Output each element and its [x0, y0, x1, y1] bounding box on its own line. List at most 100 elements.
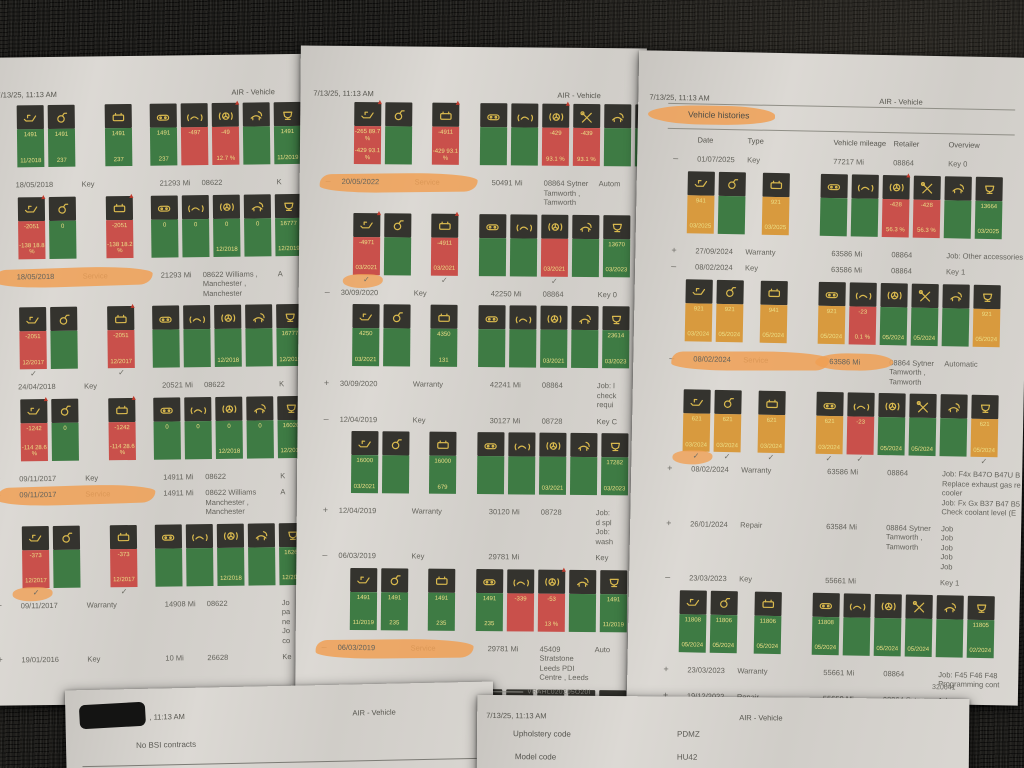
brake-front-icon	[185, 523, 214, 548]
indicator-value: -23	[846, 416, 875, 455]
indicator-tile	[850, 173, 879, 247]
check-mark	[478, 367, 505, 377]
check-mark	[941, 346, 968, 357]
indicator-tile: -53 13 % ▲	[537, 566, 567, 641]
brake-front-icon	[507, 568, 535, 594]
check-mark	[687, 233, 714, 244]
history-row: –06/03/2019 Key 29781 Mi Key	[296, 550, 642, 563]
check-mark	[877, 455, 904, 466]
indicator-tile	[568, 569, 597, 641]
indicator-value: 12/2018	[214, 328, 242, 367]
brake-rear-icon	[874, 593, 902, 618]
battery-icon	[760, 280, 788, 305]
indicator-tile: 03/2021 ✓	[540, 214, 569, 286]
check-mark	[476, 631, 503, 641]
indicator-tile: -2051 -138 18.8 % ▲	[17, 194, 47, 269]
indicator-tile	[842, 592, 871, 666]
indicator-tile	[154, 523, 183, 596]
vehicle-check-icon	[820, 173, 848, 198]
history-type: Key	[745, 263, 759, 273]
check-mark	[509, 367, 536, 377]
vehicle-check-icon	[812, 592, 840, 617]
check-mark	[351, 493, 378, 503]
check-mark	[51, 369, 78, 379]
indicator-value: 0	[182, 218, 210, 257]
history-mileage: 30120 Mi	[488, 507, 520, 517]
page-datetime: 7/13/25, 11:13 AM	[313, 88, 374, 99]
check-mark	[600, 632, 627, 642]
oil-can-icon	[52, 525, 81, 550]
indicator-tile: 16020 12/2019	[277, 395, 305, 467]
brake-rear-icon	[542, 103, 570, 128]
battery-icon	[108, 397, 136, 422]
alert-triangle-icon: ▲	[375, 209, 383, 217]
row-sign: –	[671, 260, 677, 272]
indicator-value	[478, 329, 506, 368]
indicator-tile: 1491 237	[104, 103, 133, 176]
indicator-value	[509, 237, 538, 277]
history-mileage: 63586 Mi	[830, 265, 863, 275]
indicator-tile: 12/2018	[214, 304, 242, 377]
check-mark	[150, 165, 177, 175]
indicator-tile-strip: -4971 03/2021 ▲ ✓ -4911 03/2021 ▲ ✓ 03/2021 ✓ 1…	[299, 209, 646, 287]
alert-triangle-icon: ▲	[904, 171, 912, 180]
brake-front-icon	[510, 213, 538, 239]
tile-group: 0 0 0 12/2018 0 16777 12/2019	[150, 193, 303, 267]
indicator-tile	[476, 432, 505, 504]
oil-can-icon	[710, 590, 738, 615]
indicator-value: -1242 -114 28.6 %	[20, 422, 48, 461]
field-label: Model code	[514, 752, 557, 762]
report-page-bottom-right: 7/13/25, 11:13 AM AIR - Vehicle Upholste…	[476, 694, 970, 768]
row-sign: +	[666, 517, 672, 528]
tile-group: 03/2021 23614 03/2023	[478, 305, 630, 378]
indicator-tile	[242, 102, 271, 174]
indicator-value: 1491 235	[380, 591, 409, 630]
history-retailer: 45409 Stratstone Leeds PDI Centre , Leed…	[539, 644, 589, 683]
indicator-tile	[819, 173, 848, 246]
indicator-tile: -439 93.1 %	[572, 103, 601, 176]
vehicle-check-icon	[149, 103, 177, 128]
brake-rear-icon	[540, 305, 568, 330]
indicator-tile-strip: 621 03/2024 ✓ 621 03/2024 ✓ 621 03/2024 ✓ 621 03/2…	[631, 388, 1023, 467]
tile-group: 16000 679	[428, 431, 457, 504]
brake-front-icon	[851, 173, 879, 199]
oil-lamp-icon	[19, 307, 47, 332]
indicator-tile: 05/2024	[873, 593, 902, 666]
history-row: – 01/07/2025 Key 77217 Mi 08864 Key 0	[637, 153, 1024, 170]
check-mark	[384, 275, 411, 285]
col-overview: Overview	[948, 140, 980, 150]
check-mark	[182, 257, 209, 267]
indicator-tile: 0	[150, 194, 179, 267]
oil-lamp-icon	[351, 430, 379, 456]
indicator-tile: 16000 03/2021	[350, 430, 379, 503]
tile-group: -2051 12/2017 ▲ ✓	[107, 303, 136, 378]
tile-group: -4911 03/2021 ▲ ✓	[430, 210, 460, 285]
indicator-value	[941, 307, 970, 347]
battery-icon	[432, 102, 460, 127]
oil-can-icon	[47, 104, 75, 130]
indicator-tile-strip: -265 89.7 % -429 93.1 % ▲ -4911 -429 93.1 %…	[300, 99, 647, 177]
check-mark	[274, 164, 301, 174]
indicator-tile	[383, 304, 411, 376]
indicator-tile	[381, 431, 410, 503]
alert-triangle-icon: ▲	[233, 99, 241, 107]
vehicle-scan-icon	[571, 305, 599, 331]
brake-front-icon	[849, 281, 877, 307]
row-spacer	[631, 463, 667, 464]
check-mark	[873, 655, 900, 666]
indicator-value	[717, 195, 746, 234]
tile-group: 1491 11/2019 1491 235	[349, 567, 409, 640]
oil-lamp-icon	[20, 398, 48, 423]
indicator-tile: 05/2024	[879, 282, 908, 355]
indicator-value	[510, 127, 539, 166]
history-mileage: 42241 Mi	[489, 380, 521, 390]
indicator-value: 921 03/2025	[761, 196, 790, 235]
indicator-tile: -265 89.7 % -429 93.1 % ▲	[353, 99, 383, 174]
indicator-tile: 621 03/2024 ✓	[713, 389, 742, 463]
vehicle-check-icon	[153, 396, 181, 422]
indicator-tile: 941 05/2024	[759, 280, 788, 353]
history-mileage: 14911 Mi	[163, 471, 194, 482]
history-date: 08/02/2024	[693, 354, 743, 364]
